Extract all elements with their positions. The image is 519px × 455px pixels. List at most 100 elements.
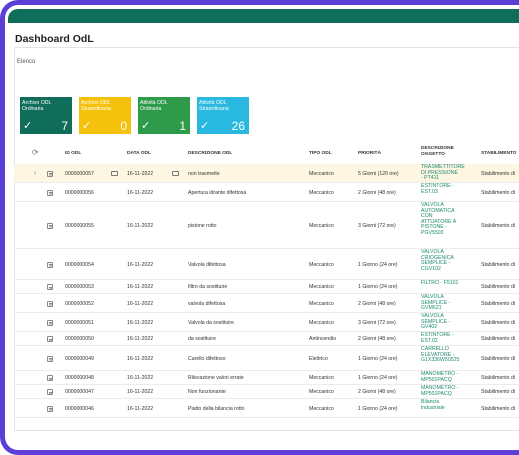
- cell-date: 16-11-2022: [127, 300, 154, 307]
- cell-desc-obj[interactable]: ESTINTORE - EST.03: [421, 183, 454, 195]
- header-priority[interactable]: PRIORITÀ: [358, 151, 381, 156]
- table-row[interactable]: › 0000000057 16-11-2022 non trasmette Meccan…: [14, 164, 519, 183]
- cell-id: 0000000053: [65, 284, 94, 290]
- cell-desc-obj[interactable]: TRASMETTITORE DI PRESSIONE - PT411: [421, 164, 465, 182]
- document-icon[interactable]: [47, 222, 53, 229]
- cell-date: 16-11-2022: [127, 319, 154, 326]
- cell-priority: 3 Giorni (72 ore): [358, 222, 396, 229]
- table-row[interactable]: 0000000052 16-11-2022 valvola difettosa Mec…: [14, 294, 519, 313]
- cell-date: 16-11-2022: [127, 405, 154, 412]
- cell-id: 0000000050: [65, 336, 94, 342]
- top-bar: [8, 9, 519, 23]
- document-icon[interactable]: [47, 170, 53, 177]
- check-icon: ✓: [200, 120, 210, 132]
- header-type[interactable]: TIPO ODL: [309, 151, 332, 156]
- header-desc[interactable]: DESCRIZIONE ODL: [188, 151, 233, 156]
- cell-plant: Stabilimento di: [481, 336, 516, 342]
- table-row[interactable]: 0000000055 16-11-2022 pistone rotto Meccani…: [14, 202, 519, 249]
- refresh-icon[interactable]: ⟳: [32, 148, 39, 157]
- table-row[interactable]: 0000000049 16-11-2022 Carello difettoso Ele…: [14, 346, 519, 371]
- table-row[interactable]: 0000000046 16-11-2022 Piatto della bilanci…: [14, 399, 519, 418]
- document-icon[interactable]: [47, 389, 53, 395]
- cell-plant: Stabilimento di: [481, 405, 516, 412]
- cell-type: Meccanico: [309, 300, 334, 307]
- cell-id: 0000000057: [65, 170, 94, 177]
- cell-type: Meccanico: [309, 284, 334, 290]
- table-row[interactable]: 0000000047 16-11-2022 Non funzionante Mecca…: [14, 385, 519, 399]
- document-icon[interactable]: [47, 261, 53, 268]
- document-icon[interactable]: [47, 284, 53, 290]
- cell-date: 16-11-2022: [127, 389, 154, 395]
- cell-type: Elettrico: [309, 355, 328, 362]
- summary-tile[interactable]: Attività ODL Ordinaria ✓ 1: [138, 97, 190, 134]
- cell-desc: non trasmette: [188, 170, 220, 177]
- cell-id: 0000000046: [65, 405, 94, 412]
- summary-tile[interactable]: Archivo ODL Ordinaria ✓ 7: [20, 97, 72, 134]
- section-label: Elenco: [17, 59, 36, 65]
- cell-priority: 1 Giorno (24 ore): [358, 284, 398, 290]
- summary-tile[interactable]: Attività ODL Straordinaria ✓ 26: [197, 97, 249, 134]
- cell-desc-obj[interactable]: Bilancia industriale: [421, 399, 445, 411]
- cell-priority: 1 Giorno (24 ore): [358, 375, 398, 381]
- cell-plant: Stabilimento di: [481, 319, 516, 326]
- document-icon[interactable]: [47, 405, 53, 412]
- document-icon[interactable]: [47, 355, 53, 362]
- tile-label: Attività ODL Straordinaria: [199, 100, 229, 112]
- cell-desc-obj[interactable]: ESTINTORE - EST.02: [421, 332, 454, 344]
- cell-type: Meccanico: [309, 261, 334, 268]
- cell-plant: Stabilimento di: [481, 261, 516, 268]
- cell-date: 16-11-2022: [127, 222, 154, 229]
- document-icon[interactable]: [47, 319, 53, 326]
- cell-priority: 5 Giorni (120 ore): [358, 170, 399, 177]
- document-icon[interactable]: [47, 336, 53, 342]
- cell-date: 16-11-2022: [127, 170, 154, 177]
- cell-desc-obj[interactable]: VALVOLA SEMPLICE - GV402: [421, 313, 451, 331]
- cell-desc-obj[interactable]: MANOMETRO - MP501PACQ: [421, 385, 459, 397]
- cell-id: 0000000051: [65, 319, 94, 326]
- table-header: ⟳ ID ODL DATA ODL DESCRIZIONE ODL TIPO O…: [14, 143, 519, 164]
- cell-type: Meccanico: [309, 189, 334, 196]
- table-row[interactable]: 0000000056 16-11-2022 Apertura idrante dif…: [14, 183, 519, 202]
- chevron-right-icon[interactable]: ›: [34, 169, 37, 177]
- note-icon[interactable]: [111, 170, 118, 176]
- cell-type: Meccanico: [309, 319, 334, 326]
- header-plant[interactable]: STABILIMENTO: [481, 151, 517, 156]
- cell-id: 0000000052: [65, 300, 94, 307]
- tile-label: Attività ODL Ordinaria: [140, 100, 168, 112]
- cell-desc: filtro da sostituire: [188, 284, 228, 290]
- cell-id: 0000000049: [65, 355, 94, 362]
- cell-desc-obj[interactable]: MANOMETRO - MP501PACQ: [421, 371, 459, 383]
- cell-type: Meccanico: [309, 375, 334, 381]
- cell-plant: Stabilimento di: [481, 222, 516, 229]
- cell-type: Meccanico: [309, 389, 334, 395]
- table-row[interactable]: 0000000051 16-11-2022 Valvola da sostituir…: [14, 313, 519, 332]
- header-date[interactable]: DATA ODL: [127, 151, 151, 156]
- note-icon[interactable]: [172, 170, 179, 176]
- cell-plant: Stabilimento di: [481, 170, 516, 177]
- cell-id: 0000000054: [65, 261, 94, 268]
- cell-priority: 2 Giorni (48 ore): [358, 389, 396, 395]
- cell-plant: Stabilimento di: [481, 300, 516, 307]
- cell-id: 0000000055: [65, 222, 94, 229]
- summary-tile[interactable]: Archivo ODL Straordinaria ✓ 0: [79, 97, 131, 134]
- table-row[interactable]: 0000000054 16-11-2022 Valvola difettosa Mec…: [14, 249, 519, 280]
- table-row[interactable]: 0000000053 16-11-2022 filtro da sostituire…: [14, 280, 519, 294]
- table-row[interactable]: 0000000050 16-11-2022 da sostituire Antince…: [14, 332, 519, 346]
- document-icon[interactable]: [47, 300, 53, 307]
- cell-desc-obj[interactable]: CARRELLO ELEVATORE - G1X336W50525: [421, 346, 460, 364]
- tile-count: 1: [179, 119, 186, 133]
- document-icon[interactable]: [47, 189, 53, 196]
- cell-desc-obj[interactable]: VALVOLA SEMPLICE - GVM621: [421, 294, 451, 312]
- cell-desc-obj[interactable]: VALVOLA CRIOGENICA SEMPLICE - CGV102: [421, 249, 454, 272]
- cell-desc: Non funzionante: [188, 389, 226, 395]
- header-id[interactable]: ID ODL: [65, 151, 82, 156]
- cell-desc-obj[interactable]: FILTRO - F5101: [421, 280, 459, 286]
- table-row[interactable]: 0000000048 16-11-2022 Rilevazione valori e…: [14, 371, 519, 385]
- check-icon: ✓: [23, 120, 33, 132]
- cell-priority: 1 Giorno (24 ore): [358, 355, 398, 362]
- cell-desc-obj[interactable]: VALVOLA AUTOMATICA CON ATTUATORE A PISTO…: [421, 202, 456, 236]
- cell-id: 0000000047: [65, 389, 94, 395]
- document-icon[interactable]: [47, 375, 53, 381]
- cell-date: 16-11-2022: [127, 375, 154, 381]
- header-desc-obj[interactable]: DESCRIZIONE OGGETTO: [421, 146, 454, 157]
